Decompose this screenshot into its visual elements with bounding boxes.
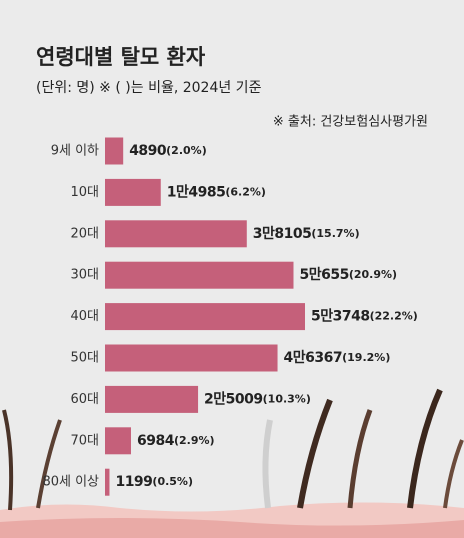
percent-label: (20.9%) bbox=[349, 268, 397, 281]
value-label: 1199 bbox=[115, 474, 152, 490]
value-label: 4890 bbox=[129, 143, 167, 159]
y-tick-label: 80세 이상 bbox=[42, 475, 99, 490]
value-label: 2만5009 bbox=[204, 391, 263, 407]
percent-label: (19.2%) bbox=[342, 351, 390, 364]
y-tick-label: 60대 bbox=[70, 392, 99, 407]
bar bbox=[105, 178, 161, 206]
bar bbox=[105, 468, 110, 496]
percent-label: (15.7%) bbox=[311, 227, 359, 240]
y-tick-label: 9세 이하 bbox=[51, 144, 99, 159]
skin-decoration bbox=[0, 388, 464, 538]
data-label: 5만655(20.9%) bbox=[299, 267, 397, 283]
bar bbox=[105, 385, 199, 413]
percent-label: (0.5%) bbox=[152, 475, 193, 488]
data-label: 2만5009(10.3%) bbox=[204, 391, 311, 407]
y-tick-label: 30대 bbox=[70, 268, 99, 283]
y-tick-label: 40대 bbox=[70, 309, 99, 324]
percent-label: (2.0%) bbox=[166, 144, 207, 157]
bar bbox=[105, 137, 124, 165]
percent-label: (22.2%) bbox=[370, 310, 418, 323]
percent-label: (6.2%) bbox=[225, 185, 266, 198]
percent-label: (2.9%) bbox=[174, 434, 215, 447]
bar bbox=[105, 303, 305, 331]
y-tick-label: 70대 bbox=[70, 433, 99, 448]
value-label: 6984 bbox=[137, 433, 175, 449]
value-label: 5만655 bbox=[299, 267, 348, 283]
data-label: 4890(2.0%) bbox=[129, 143, 207, 159]
y-tick-label: 50대 bbox=[70, 351, 99, 366]
data-label: 3만8105(15.7%) bbox=[253, 226, 360, 242]
chart-subtitle: (단위: 명) ※ ( )는 비율, 2024년 기준 bbox=[36, 80, 262, 96]
value-label: 5만3748 bbox=[311, 309, 370, 325]
data-label: 1만4985(6.2%) bbox=[167, 184, 266, 200]
bar bbox=[105, 427, 131, 455]
source: ※ 출처: 건강보험심사평가원 bbox=[273, 115, 428, 130]
data-label: 5만3748(22.2%) bbox=[311, 309, 418, 325]
value-label: 1만4985 bbox=[167, 184, 226, 200]
data-label: 1199(0.5%) bbox=[115, 474, 193, 490]
value-label: 3만8105 bbox=[253, 226, 312, 242]
percent-label: (10.3%) bbox=[263, 392, 311, 405]
data-label: 4만6367(19.2%) bbox=[284, 350, 391, 366]
bar bbox=[105, 220, 247, 248]
data-label: 6984(2.9%) bbox=[137, 433, 215, 449]
y-tick-label: 20대 bbox=[70, 226, 99, 241]
bar bbox=[105, 344, 278, 372]
y-tick-label: 10대 bbox=[70, 185, 99, 200]
value-label: 4만6367 bbox=[284, 350, 343, 366]
chart-title: 연령대별 탈모 환자 bbox=[36, 45, 206, 69]
bar bbox=[105, 261, 294, 289]
